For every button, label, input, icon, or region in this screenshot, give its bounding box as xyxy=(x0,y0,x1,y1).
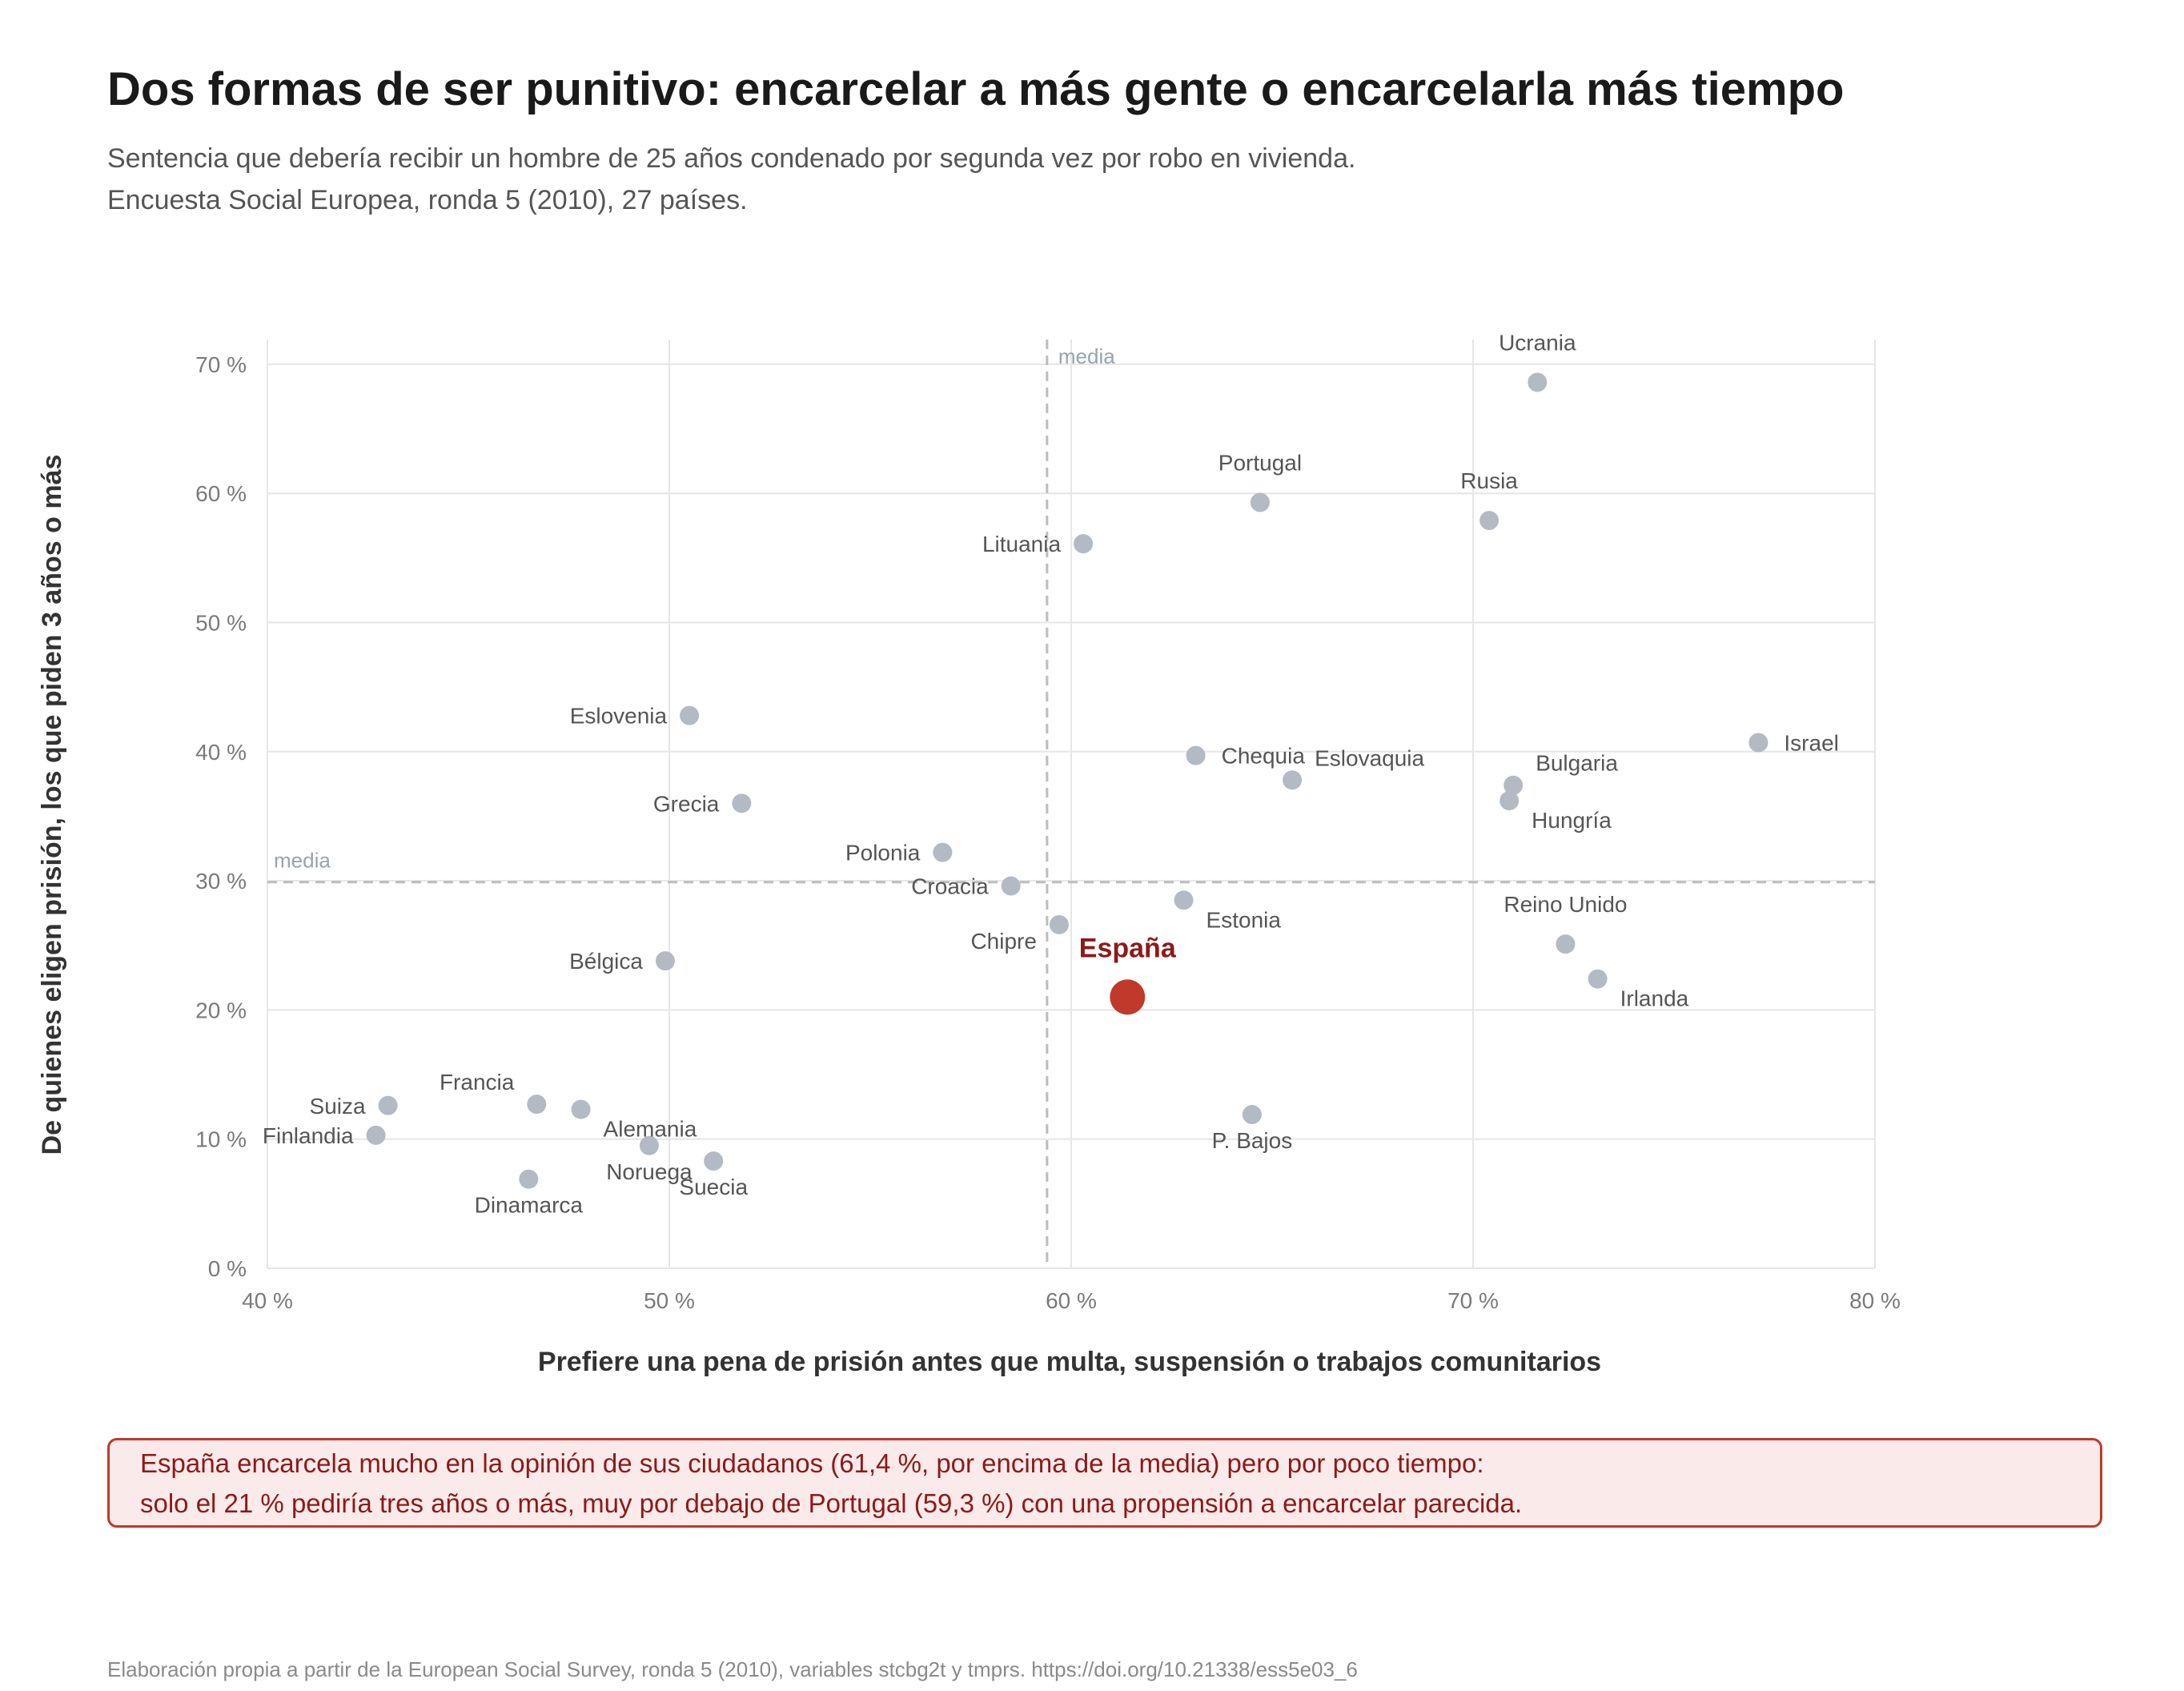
point-hungria xyxy=(1499,791,1520,811)
y-tick-label: 30 % xyxy=(195,869,247,894)
mean-lines: media media xyxy=(267,339,1875,1268)
label-lituania: Lituania xyxy=(982,532,1062,556)
tick-labels: 40 % 50 % 60 % 70 % 80 % 0 % 10 % 20 % 30 % 40 % 5… xyxy=(195,352,1901,1313)
y-tick-label: 50 % xyxy=(195,611,247,636)
y-tick-label: 60 % xyxy=(195,481,247,506)
point-reino-unido xyxy=(1556,934,1576,954)
point-lituania xyxy=(1074,534,1094,554)
label-dinamarca: Dinamarca xyxy=(475,1193,584,1218)
scatter-chart: media media 40 % 50 % 60 % 70 % 80 % 0 % 10 % 20… xyxy=(37,330,1901,1377)
y-tick-label: 20 % xyxy=(195,998,247,1022)
grid-lines xyxy=(267,339,1876,1269)
subtitle-line-1: Sentencia que debería recibir un hombre … xyxy=(107,143,1356,174)
point-ucrania xyxy=(1528,372,1548,392)
y-axis-title: De quienes eligen prisión, los que piden… xyxy=(37,455,67,1155)
point-irlanda xyxy=(1588,969,1608,989)
label-ucrania: Ucrania xyxy=(1499,330,1576,355)
label-chipre: Chipre xyxy=(970,929,1036,954)
point-espana xyxy=(1110,979,1146,1015)
x-tick-label: 50 % xyxy=(644,1288,695,1313)
label-alemania: Alemania xyxy=(604,1117,697,1142)
point-estonia xyxy=(1174,890,1194,910)
x-tick-label: 40 % xyxy=(242,1288,293,1313)
source-caption: Elaboración propia a partir de la Europe… xyxy=(107,1657,1358,1681)
label-israel: Israel xyxy=(1784,731,1838,756)
chart-subtitle: Sentencia que debería recibir un hombre … xyxy=(107,138,1355,221)
y-tick-label: 40 % xyxy=(195,740,247,765)
label-francia: Francia xyxy=(440,1070,515,1095)
label-reino-unido: Reino Unido xyxy=(1504,892,1627,917)
label-eslovenia: Eslovenia xyxy=(570,704,668,729)
point-chipre xyxy=(1049,914,1069,934)
label-espana: España xyxy=(1079,933,1177,963)
subtitle-line-2: Encuesta Social Europea, ronda 5 (2010),… xyxy=(107,185,748,215)
point-bulgaria xyxy=(1504,775,1524,795)
chart-title: Dos formas de ser punitivo: encarcelar a… xyxy=(107,63,1845,115)
label-bulgaria: Bulgaria xyxy=(1536,751,1618,776)
point-belgica xyxy=(655,951,675,971)
x-axis-title: Prefiere una pena de prisión antes que m… xyxy=(538,1347,1601,1377)
point-portugal xyxy=(1250,492,1270,512)
label-p-bajos: P. Bajos xyxy=(1212,1128,1293,1153)
label-chequia: Chequia xyxy=(1222,744,1306,769)
data-points xyxy=(366,372,1768,1189)
label-noruega: Noruega xyxy=(606,1159,693,1184)
point-suecia xyxy=(704,1151,724,1171)
point-dinamarca xyxy=(519,1169,539,1189)
point-chequia xyxy=(1186,745,1206,765)
label-hungria: Hungría xyxy=(1532,808,1612,833)
callout-line-2: solo el 21 % pediría tres años o más, mu… xyxy=(140,1488,1523,1518)
x-tick-label: 60 % xyxy=(1046,1288,1097,1313)
point-finlandia xyxy=(366,1125,386,1145)
label-suiza: Suiza xyxy=(310,1094,366,1119)
label-rusia: Rusia xyxy=(1460,468,1518,493)
point-noruega xyxy=(639,1135,659,1155)
x-tick-label: 80 % xyxy=(1849,1288,1901,1313)
y-tick-label: 0 % xyxy=(208,1256,247,1281)
label-polonia: Polonia xyxy=(845,841,921,866)
point-grecia xyxy=(732,793,752,813)
y-tick-label: 70 % xyxy=(195,352,247,377)
point-rusia xyxy=(1479,511,1499,531)
mean-x-label: media xyxy=(1058,344,1115,368)
point-eslovenia xyxy=(680,705,700,725)
label-suecia: Suecia xyxy=(679,1175,748,1199)
label-grecia: Grecia xyxy=(653,791,720,816)
mean-y-label: media xyxy=(274,849,331,873)
point-p-bajos xyxy=(1242,1105,1262,1125)
x-tick-label: 70 % xyxy=(1447,1288,1499,1313)
y-tick-label: 10 % xyxy=(195,1127,247,1152)
label-croacia: Croacia xyxy=(911,874,989,899)
point-suiza xyxy=(378,1095,398,1115)
label-estonia: Estonia xyxy=(1206,907,1282,932)
point-labels: Ucrania Portugal Rusia Lituania Eslovenia Isr… xyxy=(263,330,1839,1217)
callout-box: España encarcela mucho en la opinión de … xyxy=(107,1438,2102,1528)
label-eslovaquia: Eslovaquia xyxy=(1315,745,1424,770)
point-israel xyxy=(1748,733,1768,753)
point-alemania xyxy=(571,1099,591,1119)
point-eslovaquia xyxy=(1283,770,1303,790)
label-irlanda: Irlanda xyxy=(1620,986,1689,1011)
label-belgica: Bélgica xyxy=(569,949,643,974)
point-polonia xyxy=(933,842,953,862)
point-francia xyxy=(527,1095,547,1115)
label-portugal: Portugal xyxy=(1218,450,1302,475)
point-croacia xyxy=(1001,876,1021,896)
callout-line-1: España encarcela mucho en la opinión de … xyxy=(140,1448,1484,1478)
label-finlandia: Finlandia xyxy=(263,1123,354,1148)
